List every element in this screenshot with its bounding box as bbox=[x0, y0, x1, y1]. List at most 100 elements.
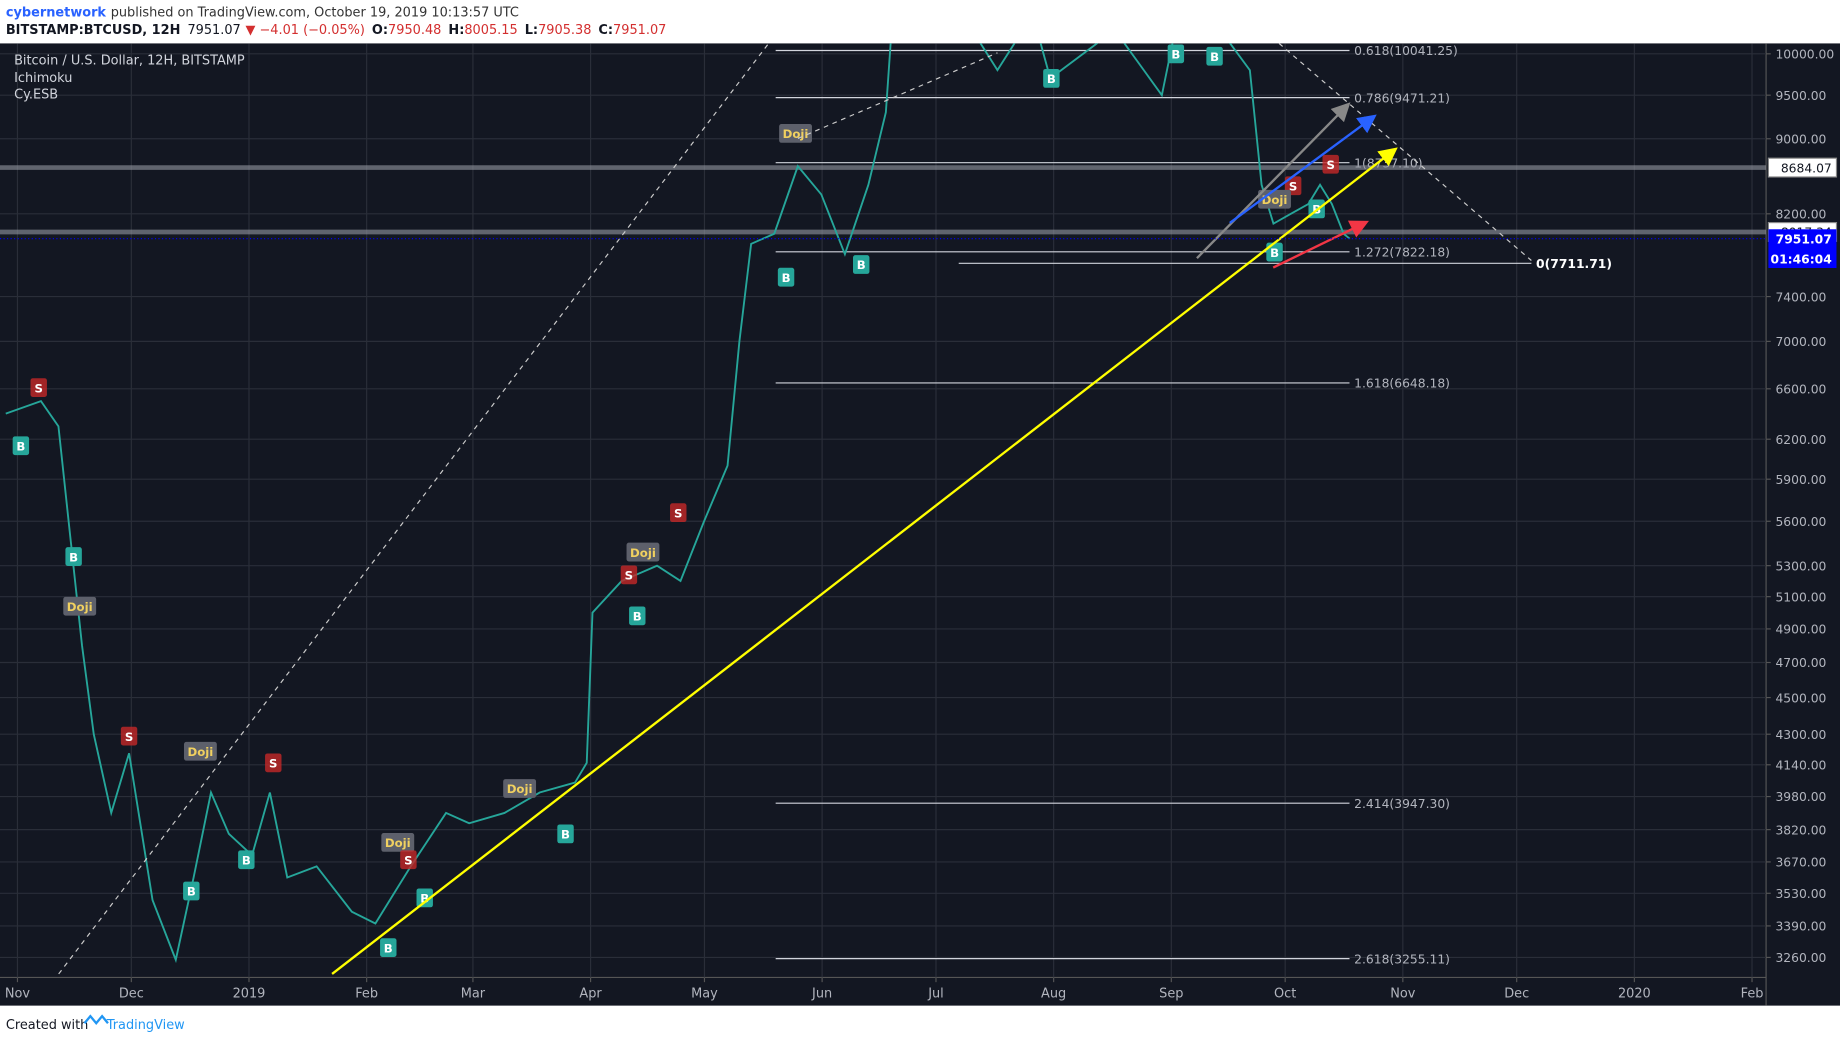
y-tick-label: 6600.00 bbox=[1775, 382, 1826, 396]
arrow bbox=[1272, 220, 1369, 269]
signal-label: Doji bbox=[67, 600, 93, 614]
fib-label: 0(7711.71) bbox=[1536, 257, 1612, 271]
signal-label: S bbox=[1289, 179, 1297, 193]
price-line-series bbox=[5, 43, 1351, 964]
header-line: cybernetwork published on TradingView.com… bbox=[6, 5, 519, 20]
x-tick-label: Nov bbox=[5, 986, 31, 1001]
fib-label: 0.618(10041.25) bbox=[1354, 44, 1458, 58]
signal-label: Doji bbox=[507, 782, 533, 796]
x-tick-label: Jun bbox=[811, 986, 832, 1001]
fib-label: 1.618(6648.18) bbox=[1354, 377, 1450, 391]
indicator: Cy.ESB bbox=[14, 88, 58, 103]
signal-box bbox=[183, 741, 217, 761]
signal-box bbox=[629, 606, 646, 626]
x-tick-label: Nov bbox=[1390, 986, 1416, 1001]
x-tick-label: Mar bbox=[461, 986, 486, 1001]
signal-box bbox=[30, 378, 47, 397]
signal-label: Doji bbox=[385, 836, 411, 850]
signal-box bbox=[779, 124, 812, 143]
last: 7951.07 bbox=[187, 23, 240, 38]
signal-box bbox=[265, 753, 282, 773]
signal-label: B bbox=[561, 828, 570, 842]
y-tick-label: 6200.00 bbox=[1775, 433, 1826, 447]
signal-label: S bbox=[625, 569, 633, 583]
signal-label: S bbox=[34, 381, 42, 395]
signal-box bbox=[557, 824, 574, 844]
signal-label: B bbox=[16, 439, 25, 453]
signal-label: B bbox=[69, 550, 78, 564]
signal-label: B bbox=[633, 610, 642, 624]
y-tick-label: 3390.00 bbox=[1775, 920, 1826, 934]
ohlc-value: 8005.15 bbox=[464, 23, 517, 38]
axes: 10000.00 9500.00 9000.00 8200.00 7400.00 7000… bbox=[0, 48, 1838, 1001]
last-price-box bbox=[1768, 229, 1837, 269]
y-tick-label: 5600.00 bbox=[1775, 515, 1826, 529]
publisher[interactable]: cybernetwork bbox=[6, 5, 107, 20]
trend-line bbox=[331, 147, 1398, 975]
y-tick-label: 4700.00 bbox=[1775, 656, 1826, 670]
signal-box bbox=[63, 596, 97, 616]
signal-box bbox=[626, 542, 660, 562]
signal-box bbox=[381, 833, 415, 852]
x-tick-label: Apr bbox=[579, 986, 602, 1001]
fib-label: 1.272(7822.18) bbox=[1354, 246, 1450, 260]
y-tick-label: 8200.00 bbox=[1775, 208, 1826, 222]
signal-label: Doji bbox=[783, 127, 809, 141]
x-tick-label: Dec bbox=[119, 986, 144, 1001]
signal-label: S bbox=[269, 757, 277, 771]
y-tick-label: 9000.00 bbox=[1775, 132, 1826, 146]
signal-label: B bbox=[420, 892, 429, 906]
footer-brand[interactable]: TradingView bbox=[106, 1018, 185, 1033]
plot: 0.618(10041.25)0.786(9471.21)1(8737.10)1… bbox=[0, 43, 1767, 978]
signal-box bbox=[120, 726, 138, 746]
footer-text: Created with bbox=[6, 1018, 88, 1033]
signal-label: S bbox=[674, 506, 682, 520]
x-tick-label: May bbox=[691, 986, 718, 1001]
y-tick-label: 3260.00 bbox=[1775, 951, 1826, 965]
x-tick-label: Feb bbox=[355, 986, 378, 1001]
signal-box bbox=[416, 888, 433, 908]
signal-box bbox=[65, 547, 82, 566]
signal-label: B bbox=[1047, 72, 1056, 86]
trend-dashed bbox=[58, 43, 770, 975]
y-tick-label: 4300.00 bbox=[1775, 728, 1826, 742]
fib-label: 0.786(9471.21) bbox=[1354, 91, 1450, 105]
y-tick-label: 7400.00 bbox=[1775, 290, 1826, 304]
y-tick-label: 7000.00 bbox=[1775, 335, 1826, 349]
y-tick-label: 10000.00 bbox=[1775, 48, 1834, 62]
x-tick-label: Sep bbox=[1159, 986, 1183, 1001]
signal-label: B bbox=[187, 885, 196, 899]
ohlc-label: O: bbox=[372, 23, 388, 38]
y-tick-label: 9500.00 bbox=[1775, 89, 1826, 103]
change: ▼ −4.01 (−0.05%) bbox=[245, 23, 364, 38]
countdown: 01:46:04 bbox=[1771, 252, 1832, 266]
signal-box bbox=[620, 565, 638, 585]
logo bbox=[83, 1014, 109, 1026]
signal-label: Doji bbox=[630, 546, 656, 560]
signal-label: Doji bbox=[1262, 193, 1288, 207]
signal-label: B bbox=[384, 941, 393, 955]
fib-label: 2.414(3947.30) bbox=[1354, 797, 1450, 811]
signal-box bbox=[1043, 68, 1060, 88]
drawings bbox=[58, 43, 1532, 975]
y-tick-label: 3820.00 bbox=[1775, 823, 1826, 837]
signal-box bbox=[777, 267, 795, 287]
y-tick-label: 4900.00 bbox=[1775, 623, 1826, 637]
signal-label: S bbox=[1326, 158, 1334, 172]
x-tick-label: Feb bbox=[1741, 986, 1764, 1001]
signal-box bbox=[380, 938, 397, 957]
signal-box bbox=[238, 850, 255, 870]
y-tick-label: 5300.00 bbox=[1775, 559, 1826, 573]
ohlc-value: 7950.48 bbox=[388, 23, 441, 38]
signal-label: B bbox=[1210, 50, 1219, 64]
signal-box bbox=[1258, 189, 1291, 209]
x-tick-label: Aug bbox=[1041, 986, 1066, 1001]
y-tick-label: 4500.00 bbox=[1775, 691, 1826, 705]
signal-box bbox=[503, 779, 537, 798]
arrow bbox=[1196, 102, 1351, 259]
y-tick-label: 3530.00 bbox=[1775, 887, 1826, 901]
signal-label: B bbox=[782, 271, 791, 285]
ohlc-value: 7951.07 bbox=[613, 23, 666, 38]
